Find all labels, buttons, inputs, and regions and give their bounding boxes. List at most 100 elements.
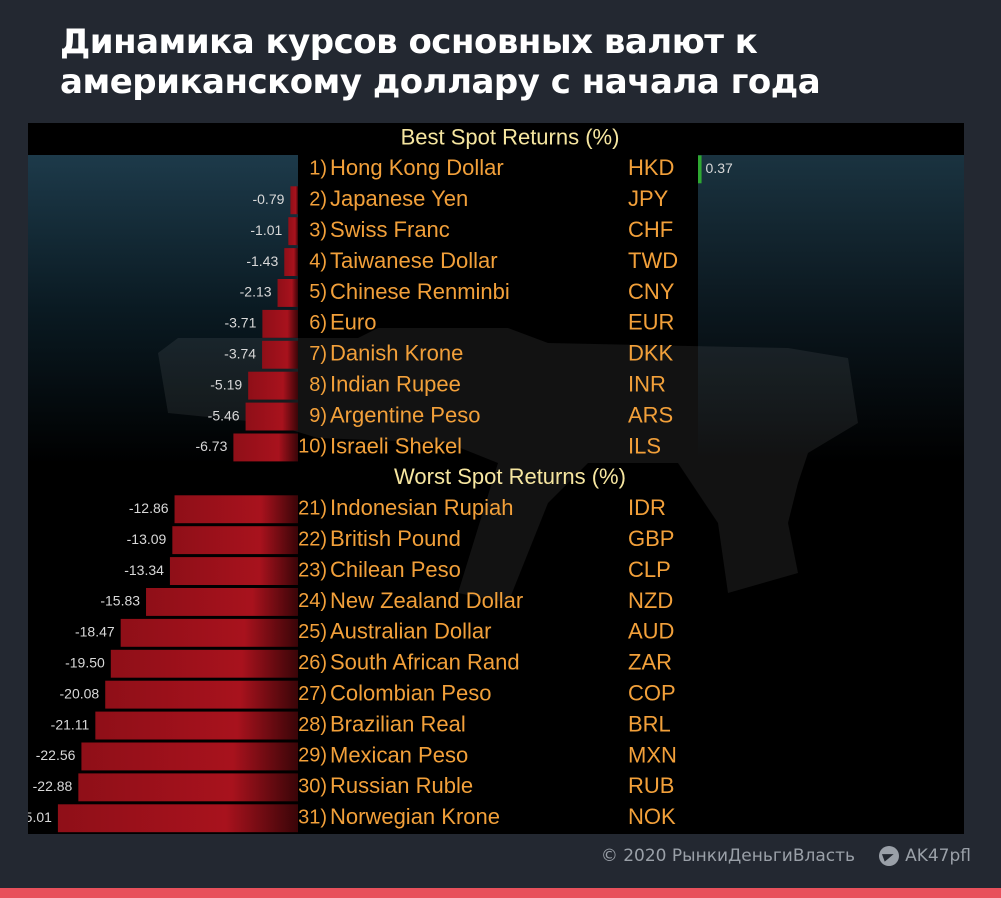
- bar-ils: [233, 433, 298, 462]
- currency-code: MXN: [628, 742, 677, 767]
- value-label-chf: -1.01: [250, 222, 282, 238]
- currency-name: Mexican Peso: [330, 742, 468, 767]
- chart-panel: Best Spot Returns (%) 0.37 1) Hong Kong Dol…: [28, 123, 964, 834]
- value-label-jpy: -0.79: [252, 191, 284, 207]
- bar-gbp: [172, 526, 298, 555]
- bar-cny: [277, 279, 298, 307]
- rank-label: 29): [298, 745, 327, 767]
- page-title: Динамика курсов основных валют к америка…: [60, 22, 960, 102]
- rank-label: 31): [298, 807, 327, 829]
- rank-label: 10): [298, 436, 327, 458]
- rank-label: 3): [309, 219, 327, 241]
- currency-code: AUD: [628, 619, 674, 644]
- currency-name: New Zealand Dollar: [330, 588, 523, 613]
- currency-code: CNY: [628, 279, 675, 304]
- rank-label: 22): [298, 528, 327, 550]
- bar-hkd: [698, 155, 702, 184]
- currency-code: TWD: [628, 248, 678, 273]
- returns-chart: Best Spot Returns (%) 0.37 1) Hong Kong Dol…: [28, 124, 964, 833]
- bar-brl: [95, 711, 299, 740]
- currency-code: GBP: [628, 526, 674, 551]
- value-label-rub: -22.88: [33, 778, 73, 794]
- bar-clp: [169, 557, 298, 585]
- rank-label: 2): [309, 189, 327, 211]
- copyright-text: © 2020 РынкиДеньгиВласть: [600, 846, 856, 866]
- currency-name: Brazilian Real: [330, 711, 466, 736]
- title-line-2: американскому доллару с начала года: [60, 62, 821, 102]
- rank-label: 28): [298, 714, 327, 736]
- value-label-eur: -3.71: [224, 315, 256, 331]
- currency-code: NOK: [628, 804, 676, 829]
- bar-idr: [174, 495, 298, 524]
- value-label-twd: -1.43: [246, 253, 278, 269]
- currency-code: HKD: [628, 155, 674, 180]
- currency-code: ZAR: [628, 650, 672, 675]
- rank-label: 6): [309, 312, 327, 334]
- currency-name: Norwegian Krone: [330, 804, 500, 829]
- rank-label: 7): [309, 343, 327, 365]
- currency-name: Australian Dollar: [330, 619, 491, 644]
- currency-name: British Pound: [330, 526, 461, 551]
- value-label-clp: -13.34: [124, 562, 164, 578]
- currency-name: Russian Ruble: [330, 773, 473, 798]
- watermark-rifle-icon: [158, 328, 858, 603]
- section-header-1: Best Spot Returns (%): [401, 124, 620, 149]
- bar-aud: [120, 618, 298, 647]
- currency-code: BRL: [628, 711, 671, 736]
- value-label-zar: -19.50: [65, 654, 105, 670]
- currency-code: RUB: [628, 773, 674, 798]
- value-label-cny: -2.13: [240, 284, 272, 300]
- value-label-ars: -5.46: [208, 407, 240, 423]
- bar-jpy: [290, 186, 298, 215]
- currency-code: CHF: [628, 217, 673, 242]
- value-label-dkk: -3.74: [224, 345, 256, 361]
- bar-inr: [248, 371, 298, 400]
- currency-code: EUR: [628, 310, 674, 335]
- currency-name: Chilean Peso: [330, 557, 461, 582]
- bar-nzd: [146, 588, 298, 616]
- currency-code: DKK: [628, 341, 674, 366]
- rank-label: 21): [298, 498, 327, 520]
- value-label-nok: -25.01: [28, 809, 52, 825]
- currency-name: Chinese Renminbi: [330, 279, 510, 304]
- currency-code: ARS: [628, 402, 673, 427]
- rank-label: 30): [298, 776, 327, 798]
- value-label-mxn: -22.56: [36, 747, 76, 763]
- bar-eur: [262, 309, 298, 338]
- value-label-gbp: -13.09: [127, 531, 167, 547]
- telegram-icon: [879, 846, 900, 866]
- rank-label: 23): [298, 559, 327, 581]
- currency-name: Argentine Peso: [330, 402, 480, 427]
- value-label-brl: -21.11: [51, 716, 90, 732]
- currency-name: Japanese Yen: [330, 186, 468, 211]
- rank-label: 9): [309, 405, 327, 427]
- currency-name: Colombian Peso: [330, 680, 491, 705]
- currency-code: NZD: [628, 588, 673, 613]
- footer: © 2020 РынкиДеньгиВласть AK47pfl: [601, 846, 971, 866]
- currency-name: Israeli Shekel: [330, 433, 462, 458]
- accent-bar: [0, 888, 1001, 898]
- value-label-inr: -5.19: [210, 376, 242, 392]
- currency-name: Indian Rupee: [330, 371, 461, 396]
- bar-twd: [284, 248, 298, 276]
- bar-dkk: [262, 340, 298, 369]
- value-label-aud: -18.47: [75, 624, 115, 640]
- value-label-nzd: -15.83: [100, 593, 140, 609]
- rank-label: 4): [309, 250, 327, 272]
- currency-name: Taiwanese Dollar: [330, 248, 498, 273]
- currency-code: INR: [628, 371, 666, 396]
- title-line-1: Динамика курсов основных валют к: [60, 22, 758, 62]
- bar-ars: [245, 402, 298, 431]
- currency-name: Danish Krone: [330, 341, 463, 366]
- bar-nok: [57, 804, 299, 833]
- currency-name: South African Rand: [330, 650, 520, 675]
- value-label-hkd: 0.37: [706, 160, 733, 176]
- rank-label: 8): [309, 374, 327, 396]
- currency-name: Swiss Franc: [330, 217, 450, 242]
- currency-name: Hong Kong Dollar: [330, 155, 504, 180]
- right-bar-area: [698, 155, 964, 464]
- currency-code: ILS: [628, 433, 661, 458]
- value-label-idr: -12.86: [129, 500, 169, 516]
- rank-label: 27): [298, 683, 327, 705]
- rank-label: 25): [298, 621, 327, 643]
